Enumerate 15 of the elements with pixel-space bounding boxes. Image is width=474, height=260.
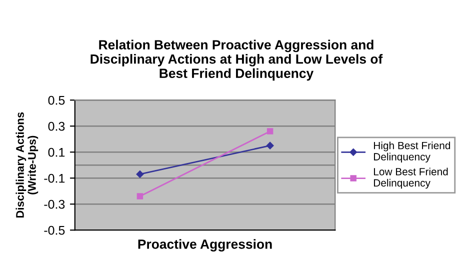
y-tick-label: -0.3 [44, 200, 65, 209]
point [136, 170, 144, 178]
y-tick-label: 0.3 [48, 122, 65, 131]
y-tick-label: 0.1 [48, 148, 65, 157]
point [136, 193, 144, 200]
chart-title: Relation Between Proactive Aggression and Disciplinary Actions at High and Low Levels of Best Friend Delinquency [90, 40, 383, 81]
point [266, 142, 274, 150]
y-axis-title: Disciplinary Actions (Write-Ups) [16, 112, 38, 218]
legend-label: High Best Friend Delinquency [374, 142, 450, 162]
y-tick-label: -0.5 [44, 226, 65, 235]
y-tick-label: -0.1 [44, 174, 65, 183]
legend-label: Low Best Friend Delinquency [374, 168, 448, 189]
x-axis-title: Proactive Aggression [138, 239, 272, 252]
y-tick-label: 0.5 [48, 96, 65, 105]
point [266, 128, 274, 134]
